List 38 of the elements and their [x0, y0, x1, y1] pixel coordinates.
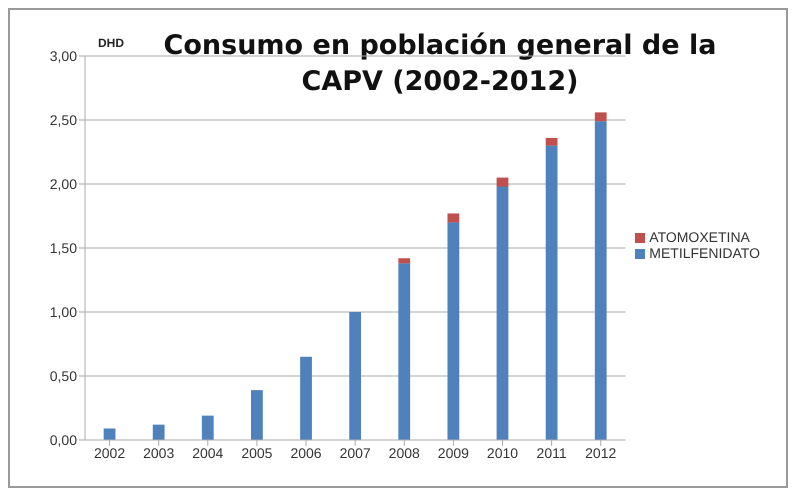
bar: [300, 356, 312, 440]
x-tick-label: 2007: [340, 444, 371, 461]
x-tick-label: 2009: [438, 444, 470, 461]
x-tick-label: 2011: [536, 444, 567, 461]
bar: [152, 424, 165, 440]
x-tick-label: 2003: [143, 444, 174, 461]
x-tick-label: 2010: [486, 444, 518, 461]
bar: [349, 312, 362, 440]
x-tick-label: 2008: [388, 444, 420, 461]
y-tick-label: 3,00: [50, 48, 78, 64]
x-tick-label: 2002: [94, 444, 126, 461]
bar: [447, 222, 460, 440]
bar: [398, 263, 410, 440]
y-tick-label: 1,00: [50, 304, 78, 320]
bar: [594, 121, 607, 440]
x-tick-label: 2004: [192, 444, 224, 461]
bar: [447, 213, 460, 222]
bar: [251, 390, 263, 440]
bar: [594, 112, 607, 122]
bar: [546, 146, 558, 440]
y-axis-title: DHD: [98, 36, 124, 50]
y-tick-label: 2,00: [50, 176, 78, 192]
bar: [496, 186, 508, 440]
legend-label: METILFENIDATO: [649, 245, 760, 261]
x-tick-label: 2006: [290, 444, 322, 461]
y-tick-label: 2,50: [50, 112, 78, 128]
bar: [104, 428, 116, 440]
chart-title: Consumo en población general de la CAPV (2002-2012): [162, 29, 718, 99]
x-tick-label: 2012: [585, 444, 617, 461]
bar: [398, 258, 410, 264]
bar: [546, 138, 558, 146]
y-tick-label: 0,00: [50, 432, 78, 448]
bar: [202, 416, 214, 440]
y-tick-label: 0,50: [50, 368, 78, 384]
x-tick-label: 2005: [241, 444, 273, 461]
bar: [496, 178, 508, 187]
legend-label: ATOMOXETINA: [649, 229, 750, 245]
y-tick-label: 1,50: [50, 240, 78, 256]
